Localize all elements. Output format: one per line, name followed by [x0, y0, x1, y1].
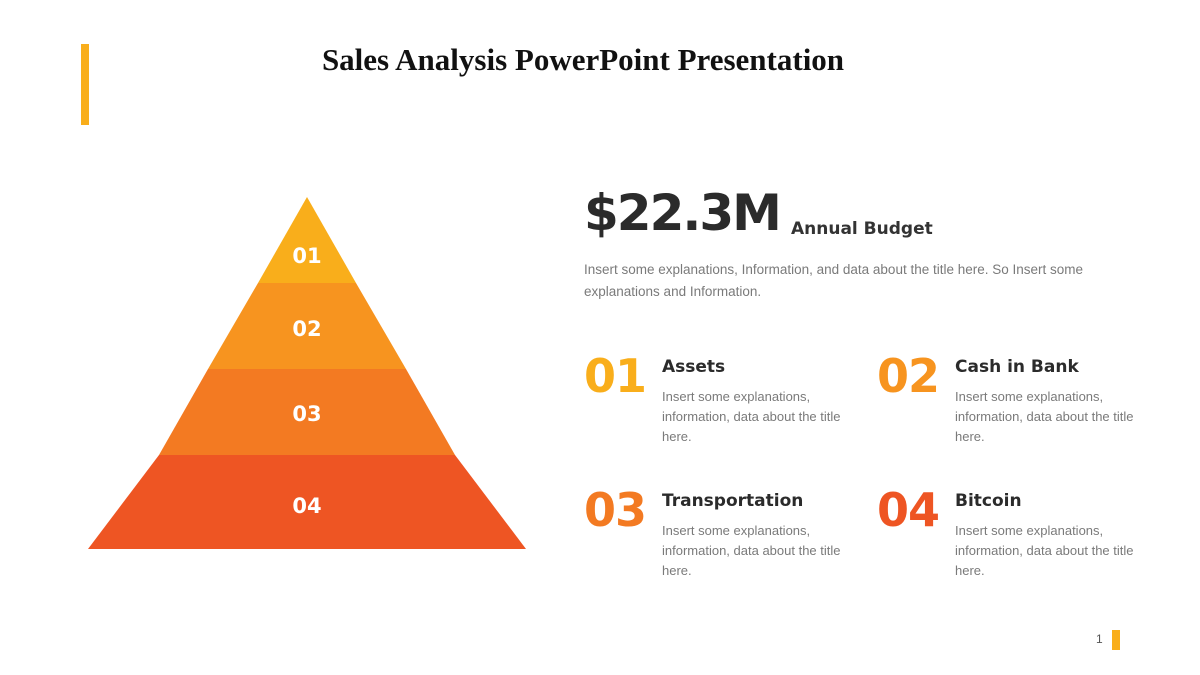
item-description: Insert some explanations, information, d… — [662, 523, 841, 578]
item-title: Transportation — [662, 491, 804, 511]
item-description: Insert some explanations, information, d… — [955, 523, 1134, 578]
pyramid-level-3 — [159, 369, 455, 455]
pyramid-label-3: 03 — [292, 402, 321, 426]
item-number: 04 — [877, 483, 940, 537]
item-number: 03 — [584, 483, 647, 537]
page-number: 1 — [1096, 632, 1103, 646]
info-item-bitcoin: 04 Bitcoin Insert some explanations, inf… — [877, 483, 1157, 591]
pyramid-level-4 — [88, 455, 526, 549]
info-item-cash-in-bank: 02 Cash in Bank Insert some explanations… — [877, 349, 1157, 457]
item-description: Insert some explanations, information, d… — [662, 389, 841, 444]
budget-description: Insert some explanations, Information, a… — [584, 262, 1084, 299]
item-title: Bitcoin — [955, 491, 1022, 511]
pyramid-level-2 — [208, 283, 406, 369]
pyramid-diagram: 01 02 03 04 — [88, 197, 526, 549]
pyramid-label-2: 02 — [292, 317, 321, 341]
item-title: Cash in Bank — [955, 357, 1079, 377]
budget-amount: $22.3M — [584, 184, 782, 242]
page-accent-bar — [1112, 630, 1120, 650]
item-description: Insert some explanations, information, d… — [955, 389, 1134, 444]
item-number: 01 — [584, 349, 647, 403]
info-item-transportation: 03 Transportation Insert some explanatio… — [584, 483, 864, 591]
budget-label: Annual Budget — [791, 219, 933, 239]
pyramid-level-1 — [258, 197, 356, 283]
title-accent-bar — [81, 44, 89, 125]
item-number: 02 — [877, 349, 940, 403]
slide-title: Sales Analysis PowerPoint Presentation — [321, 42, 845, 77]
item-title: Assets — [662, 357, 726, 377]
pyramid-label-4: 04 — [292, 494, 321, 518]
info-item-assets: 01 Assets Insert some explanations, info… — [584, 349, 864, 457]
pyramid-label-1: 01 — [292, 244, 321, 268]
